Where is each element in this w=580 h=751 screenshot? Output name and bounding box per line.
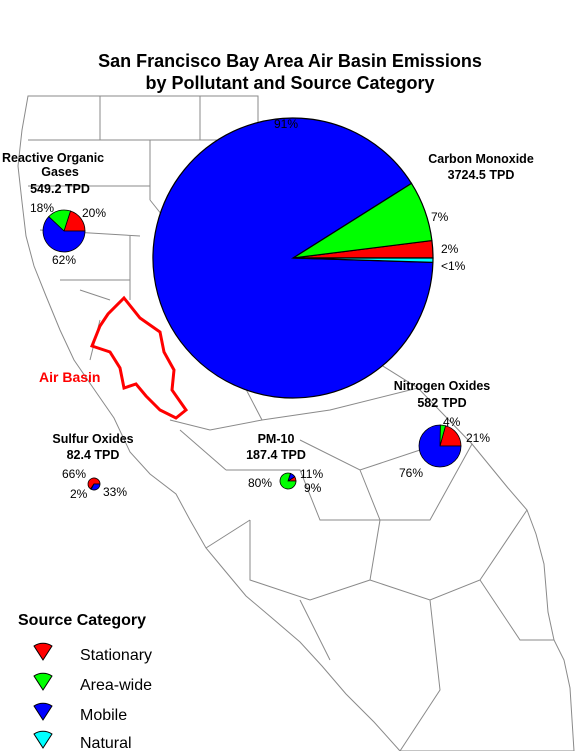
sox-area-pct: 2% xyxy=(70,487,88,501)
legend-swatch-area-wide xyxy=(33,672,53,691)
co-mobile-pct: 91% xyxy=(274,117,298,131)
pie-slice-mobile xyxy=(418,424,462,468)
sox-stationary-pct: 66% xyxy=(62,467,86,481)
sox-name-label: Sulfur Oxides xyxy=(52,432,133,446)
nox-mobile-pct: 76% xyxy=(399,466,423,480)
legend-swatch-natural xyxy=(33,730,53,749)
pie-carbon-monoxide xyxy=(152,117,434,399)
legend-swatch-mobile xyxy=(33,702,53,721)
pie-sulfur-oxides xyxy=(87,477,101,491)
legend-label-natural: Natural xyxy=(80,735,132,751)
rog-stationary-pct: 20% xyxy=(82,206,106,220)
legend: Source Category Stationary Area-wide Mob… xyxy=(18,612,152,751)
pm10-stationary-pct: 9% xyxy=(304,481,322,495)
air-basin-outline xyxy=(90,295,189,420)
co-total-label: 3724.5 TPD xyxy=(448,168,515,182)
rog-mobile-pct: 62% xyxy=(52,253,76,267)
pm10-total-label: 187.4 TPD xyxy=(246,448,306,462)
nox-total-label: 582 TPD xyxy=(417,396,466,410)
pie-slice-mobile xyxy=(152,117,434,399)
pie-slice-mobile xyxy=(42,216,86,253)
pie-slice-stationary xyxy=(87,477,101,490)
percent-labels: 91% 7% 2% <1% 18% 20% 62% 4% 21% 76% 11%… xyxy=(30,117,490,501)
pie-pm10 xyxy=(279,472,297,490)
pie-reactive-organic-gases xyxy=(42,209,86,253)
legend-label-mobile: Mobile xyxy=(80,707,127,724)
nox-stationary-pct: 21% xyxy=(466,431,490,445)
rog-name-label-line-1: Reactive Organic xyxy=(2,151,104,165)
pm10-name-label: PM-10 xyxy=(258,432,295,446)
legend-swatch-stationary xyxy=(33,642,53,661)
pollutant-labels: Carbon Monoxide 3724.5 TPD Reactive Orga… xyxy=(2,151,534,462)
pie-slice-mobile xyxy=(90,483,101,491)
pm10-area-pct: 80% xyxy=(248,476,272,490)
sox-mobile-pct: 33% xyxy=(103,485,127,499)
sox-total-label: 82.4 TPD xyxy=(67,448,120,462)
chart-title-line-2: by Pollutant and Source Category xyxy=(145,73,434,93)
pie-nitrogen-oxides xyxy=(418,424,462,468)
co-stationary-pct: 2% xyxy=(441,242,459,256)
co-area-pct: 7% xyxy=(431,210,449,224)
california-outline xyxy=(17,95,575,751)
pm10-mobile-pct: 11% xyxy=(300,467,323,481)
chart-title-line-1: San Francisco Bay Area Air Basin Emissio… xyxy=(98,51,482,71)
rog-name-label-line-2: Gases xyxy=(41,165,79,179)
rog-area-pct: 18% xyxy=(30,201,54,215)
legend-title: Source Category xyxy=(18,612,146,629)
rog-total-label: 549.2 TPD xyxy=(30,182,90,196)
legend-label-area-wide: Area-wide xyxy=(80,677,152,694)
nox-area-pct: 4% xyxy=(443,415,461,429)
legend-label-stationary: Stationary xyxy=(80,647,152,664)
nox-name-label: Nitrogen Oxides xyxy=(394,379,491,393)
co-name-label: Carbon Monoxide xyxy=(428,152,534,166)
pie-slice-area-wide xyxy=(279,472,297,490)
pie-slice-natural xyxy=(292,257,434,263)
air-basin-label: Air Basin xyxy=(39,369,100,385)
co-natural-pct: <1% xyxy=(441,259,466,273)
